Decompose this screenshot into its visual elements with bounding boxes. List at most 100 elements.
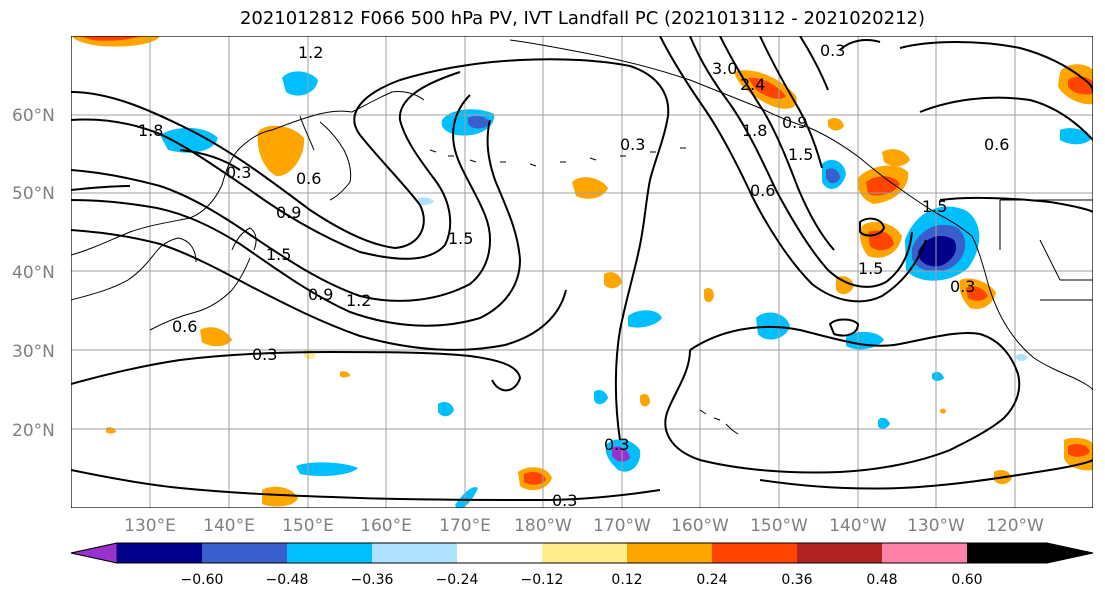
- lon-label: 130°W: [907, 516, 965, 536]
- pv-contour: [71, 94, 491, 302]
- colorbar-tick-label: −0.24: [436, 572, 479, 588]
- positive-anomaly-patch: [882, 149, 910, 167]
- positive-anomaly-patch: [836, 276, 854, 295]
- colorbar-tick-label: 0.24: [696, 572, 727, 588]
- graticule: [71, 36, 1093, 508]
- colorbar-tick-label: 0.60: [951, 572, 982, 588]
- contour-label: 0.9: [782, 113, 807, 132]
- positive-anomaly-patch: [748, 77, 786, 99]
- negative-anomaly-patch: [826, 168, 840, 184]
- contour-label: 1.2: [298, 43, 323, 62]
- alaska-coastline: [509, 39, 973, 237]
- lon-label: 140°W: [829, 516, 887, 536]
- positive-anomaly-patch: [524, 472, 546, 485]
- na-state-borders: [999, 199, 1093, 301]
- negative-anomaly-patch: [628, 310, 662, 328]
- pv-contour: [71, 59, 521, 250]
- colorbar-tick-label: 0.36: [781, 572, 812, 588]
- negative-anomaly-patch: [296, 462, 358, 476]
- negative-anomaly-patch: [932, 371, 944, 381]
- lon-label: 150°E: [282, 516, 334, 536]
- pv-contour: [71, 350, 522, 392]
- asia-coastline: [71, 91, 425, 301]
- colorbar-segment: [797, 543, 882, 563]
- positive-anomaly-patch: [257, 125, 305, 177]
- positive-anomaly-patch: [828, 118, 844, 131]
- colorbar-segment: [457, 543, 542, 563]
- colorbar-segment: [372, 543, 457, 563]
- na-west-coastline: [971, 235, 1093, 391]
- positive-anomaly-patch: [1068, 444, 1090, 457]
- colorbar-segment: [117, 543, 202, 563]
- contour-label: 1.8: [742, 121, 767, 140]
- colorbar-outline: [70, 542, 1094, 564]
- contour-label: 1.5: [266, 245, 291, 264]
- positive-anomaly-patch: [200, 327, 232, 347]
- contour-label: 0.3: [950, 277, 975, 296]
- pv-contour: [664, 325, 1021, 474]
- colorbar-tick-label: −0.36: [351, 572, 394, 588]
- contour-label: 0.6: [984, 135, 1009, 154]
- map-panel: 1.2 1.8 0.3 0.6 0.9 1.5 0.9 1.2 1.5 0.6 …: [71, 36, 1093, 510]
- colorbar-segment: [70, 542, 118, 564]
- coastlines: [71, 39, 1093, 435]
- lon-label: 160°E: [360, 516, 412, 536]
- contour-label: 0.3: [226, 163, 251, 182]
- contour-labels: 1.2 1.8 0.3 0.6 0.9 1.5 0.9 1.2 1.5 0.6 …: [138, 41, 1009, 510]
- pv-contour: [919, 96, 1093, 141]
- negative-anomaly-patch: [455, 487, 478, 508]
- contour-label: 0.3: [820, 41, 845, 60]
- negative-anomaly-patch: [160, 127, 218, 153]
- lon-label: 170°E: [439, 516, 491, 536]
- contour-label: 3.0: [712, 59, 737, 78]
- negative-anomaly-patch: [282, 71, 318, 96]
- pv-contour: [759, 36, 823, 169]
- contour-label: 1.5: [788, 145, 813, 164]
- lat-label-40n: 40°N: [12, 263, 55, 283]
- aleutian-islands: [429, 147, 686, 167]
- pv-contour: [71, 71, 461, 260]
- figure-title: 2021012812 F066 500 hPa PV, IVT Landfall…: [239, 8, 926, 29]
- colorbar-tick-label: −0.60: [181, 572, 224, 588]
- negative-anomaly-patch: [918, 236, 957, 267]
- contour-label: 0.3: [252, 345, 277, 364]
- colorbar-segment: [287, 543, 372, 563]
- contour-label: 0.3: [552, 491, 577, 510]
- contour-label: 2.4: [740, 75, 765, 94]
- colorbar-segment: [712, 543, 797, 563]
- contour-label: 0.6: [172, 317, 197, 336]
- negative-anomaly-patch: [468, 116, 490, 129]
- pv-contour: [71, 149, 241, 191]
- colorbar-segment: [882, 543, 967, 563]
- colorbar-segment: [627, 543, 712, 563]
- negative-anomaly-patch: [418, 197, 434, 205]
- colorbar-tick-label: −0.48: [266, 572, 309, 588]
- positive-anomaly-patch: [262, 486, 298, 507]
- pv-contour: [859, 217, 886, 237]
- contour-label: 0.9: [308, 285, 333, 304]
- lon-label: 150°W: [750, 516, 808, 536]
- anomaly-shading: [72, 36, 1093, 508]
- colorbar-segment: [542, 543, 627, 563]
- pv-contour: [519, 58, 670, 441]
- contour-label: 1.8: [138, 121, 163, 140]
- colorbar-tick-label: −0.12: [521, 572, 564, 588]
- latitude-labels: 60°N 50°N 40°N 30°N 20°N: [12, 106, 55, 441]
- positive-anomaly-patch: [640, 394, 650, 407]
- pv-contour: [719, 36, 835, 251]
- pv-contour: [799, 36, 881, 91]
- colorbar-segment: [967, 543, 1093, 563]
- contour-label: 1.5: [858, 259, 883, 278]
- negative-anomaly-patch: [438, 402, 454, 417]
- negative-anomaly-patch: [612, 446, 630, 462]
- kamchatka-coastline: [299, 115, 352, 201]
- lat-label-20n: 20°N: [12, 421, 55, 441]
- lon-label: 180°W: [514, 516, 572, 536]
- pv-contour: [759, 459, 1093, 490]
- lat-label-50n: 50°N: [12, 184, 55, 204]
- colorbar-tick-label: 0.48: [866, 572, 897, 588]
- contour-label: 0.6: [750, 181, 775, 200]
- contour-label: 0.3: [620, 135, 645, 154]
- colorbar: −0.60 −0.48 −0.36 −0.24 −0.12 0.12 0.24 …: [70, 542, 1094, 588]
